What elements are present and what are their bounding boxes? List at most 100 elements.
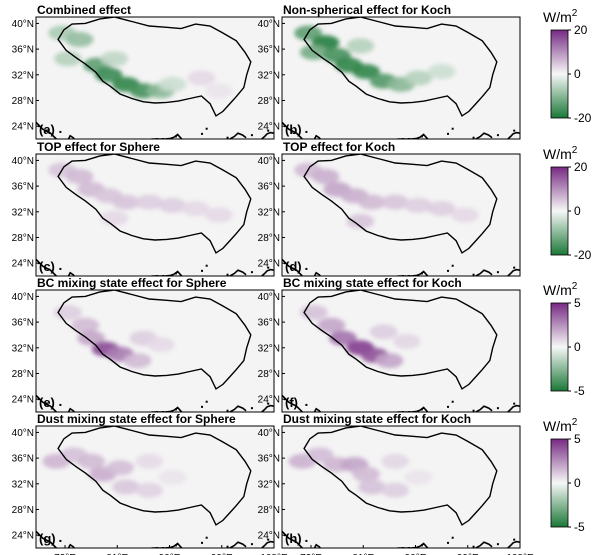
panel-title: TOP effect for Sphere xyxy=(37,140,160,154)
coastline xyxy=(397,406,429,412)
data-field xyxy=(294,25,456,92)
lat-tick-label: 40°N xyxy=(258,292,280,303)
panel-title: TOP effect for Koch xyxy=(283,140,395,154)
map-frame xyxy=(35,425,275,549)
coastline xyxy=(151,270,183,276)
lat-tick-label: 32°N xyxy=(12,479,34,490)
coastline xyxy=(67,271,75,276)
coast-island xyxy=(201,541,204,544)
coast-island xyxy=(174,135,177,138)
coastline xyxy=(313,134,321,139)
coast-island xyxy=(267,402,270,405)
colorbar-tick-label: -20 xyxy=(574,248,592,262)
lat-tick-label: 28°N xyxy=(12,505,34,516)
coastline xyxy=(229,132,247,139)
coast-island xyxy=(174,272,177,275)
data-point xyxy=(427,201,456,217)
coastline xyxy=(507,131,520,139)
coastline xyxy=(229,405,247,412)
panel-letter: (g) xyxy=(39,531,56,546)
coastline xyxy=(151,406,183,412)
data-point xyxy=(204,207,233,223)
plateau-outline xyxy=(303,290,498,390)
colorbar-unit: W/m2 xyxy=(543,8,578,25)
data-point xyxy=(404,70,433,86)
map-frame xyxy=(35,16,275,140)
coast-island xyxy=(201,405,204,408)
colorbar-tick-label: 5 xyxy=(574,296,581,310)
map-panel-b: 40°N 36°N 32°N 28°N 24°N Non-spherical effect… xyxy=(258,3,521,140)
data-point xyxy=(404,469,433,485)
data-field xyxy=(299,304,421,369)
coast-island xyxy=(267,129,270,132)
data-point xyxy=(53,51,82,67)
coast-island xyxy=(305,267,308,270)
lat-tick-label: 24°N xyxy=(258,259,280,270)
lat-tick-label: 40°N xyxy=(258,428,280,439)
data-point xyxy=(346,213,375,229)
coast-island xyxy=(472,409,475,412)
coastline xyxy=(507,404,520,412)
coast-island xyxy=(447,541,450,544)
coastline xyxy=(507,268,520,276)
colorbar-tick-label: 20 xyxy=(574,160,588,174)
colorbar-tick-label: -5 xyxy=(574,384,585,398)
coastline xyxy=(151,542,183,548)
coast-island xyxy=(305,539,308,542)
colorbar-gradient xyxy=(550,302,569,392)
coast-island xyxy=(451,536,454,539)
coast-island xyxy=(420,135,423,138)
coast-island xyxy=(250,271,253,274)
colorbar-tick-label: 0 xyxy=(574,340,581,354)
map-panel-e: 40°N 36°N 32°N 28°N 24°N BC mixing state effe… xyxy=(12,276,275,413)
lon-tick-label: 81°E xyxy=(106,553,128,555)
data-point xyxy=(158,76,187,92)
data-point xyxy=(317,317,346,333)
colorbar-tick-label: 0 xyxy=(574,67,581,81)
data-point xyxy=(305,447,334,463)
coastline xyxy=(67,407,75,412)
lat-tick-label: 36°N xyxy=(12,45,34,56)
lat-tick-label: 36°N xyxy=(258,318,280,329)
lon-tick-label: 72°E xyxy=(300,553,322,555)
lon-tick-label: 81°E xyxy=(352,553,374,555)
coast-island xyxy=(472,273,475,276)
data-point xyxy=(112,194,140,210)
coast-island xyxy=(451,127,454,130)
coastline xyxy=(397,542,429,548)
plateau-outline xyxy=(303,17,498,117)
data-point xyxy=(427,64,456,80)
lat-tick-label: 24°N xyxy=(12,531,34,542)
coast-island xyxy=(226,409,229,412)
data-point xyxy=(123,353,152,369)
map-panel-f: 40°N 36°N 32°N 28°N 24°N BC mixing state effe… xyxy=(258,276,521,413)
map-panel-a: 40°N 36°N 32°N 28°N 24°N Combined effect (a) xyxy=(12,3,275,140)
coastline xyxy=(229,541,247,548)
colorbar-gradient xyxy=(550,438,569,528)
panel-title: Non-spherical effect for Koch xyxy=(283,3,451,17)
plateau-outline xyxy=(57,290,252,390)
data-point xyxy=(71,317,100,333)
lon-tick-label: 99°E xyxy=(457,553,479,555)
data-field xyxy=(53,304,175,369)
lon-tick-label: 108°E xyxy=(506,553,534,555)
data-field xyxy=(42,447,187,498)
colorbar-tick-label: 20 xyxy=(574,23,588,37)
data-point xyxy=(65,31,94,48)
coast-island xyxy=(420,408,423,411)
lat-tick-label: 28°N xyxy=(12,369,34,380)
panel-letter: (f) xyxy=(285,395,298,410)
data-point xyxy=(329,330,357,346)
lat-tick-label: 40°N xyxy=(258,156,280,167)
plateau-outline xyxy=(303,154,498,254)
panel-letter: (d) xyxy=(285,259,302,274)
lat-tick-label: 32°N xyxy=(12,343,34,354)
lat-tick-label: 32°N xyxy=(12,70,34,81)
lat-tick-label: 32°N xyxy=(258,343,280,354)
data-point xyxy=(311,168,340,185)
data-point xyxy=(392,333,421,349)
data-point xyxy=(187,70,216,86)
lat-tick-label: 36°N xyxy=(258,182,280,193)
coast-island xyxy=(447,132,450,135)
map-panel-h: 40°N 36°N 32°N 28°N 24°N 72°E 81°E 90°E 99°E 108°… xyxy=(258,412,534,555)
